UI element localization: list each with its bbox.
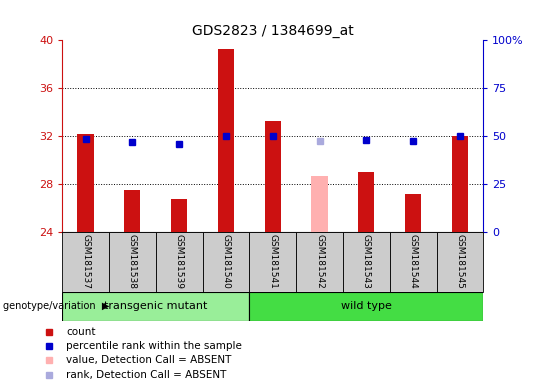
Text: GSM181545: GSM181545 (455, 234, 464, 289)
Bar (62, 232, 109, 292)
Bar (451, 136, 468, 232)
Bar (202, 232, 249, 292)
Bar (390, 232, 436, 292)
Bar (124, 190, 140, 232)
Bar (358, 172, 375, 232)
Bar (265, 121, 281, 232)
Text: value, Detection Call = ABSENT: value, Detection Call = ABSENT (66, 356, 232, 366)
Text: GSM181540: GSM181540 (221, 234, 231, 289)
Text: GSM181543: GSM181543 (362, 234, 371, 289)
Text: wild type: wild type (341, 301, 392, 311)
Bar (311, 176, 328, 232)
Text: GSM181542: GSM181542 (315, 234, 324, 289)
Title: GDS2823 / 1384699_at: GDS2823 / 1384699_at (192, 24, 354, 38)
Bar (343, 232, 390, 292)
Text: GSM181538: GSM181538 (128, 234, 137, 289)
Text: count: count (66, 327, 96, 337)
Text: GSM181544: GSM181544 (409, 234, 417, 289)
Bar (249, 292, 483, 321)
Bar (405, 194, 421, 232)
Bar (62, 292, 249, 321)
Bar (249, 232, 296, 292)
Bar (77, 134, 94, 232)
Text: percentile rank within the sample: percentile rank within the sample (66, 341, 242, 351)
Bar (171, 199, 187, 232)
Text: GSM181541: GSM181541 (268, 234, 277, 289)
Bar (156, 232, 202, 292)
Text: GSM181539: GSM181539 (174, 234, 184, 289)
Text: rank, Detection Call = ABSENT: rank, Detection Call = ABSENT (66, 370, 227, 380)
Bar (436, 232, 483, 292)
Bar (109, 232, 156, 292)
Text: GSM181537: GSM181537 (81, 234, 90, 289)
Bar (218, 49, 234, 232)
Bar (296, 232, 343, 292)
Text: genotype/variation  ▶: genotype/variation ▶ (3, 301, 109, 311)
Text: transgenic mutant: transgenic mutant (104, 301, 207, 311)
